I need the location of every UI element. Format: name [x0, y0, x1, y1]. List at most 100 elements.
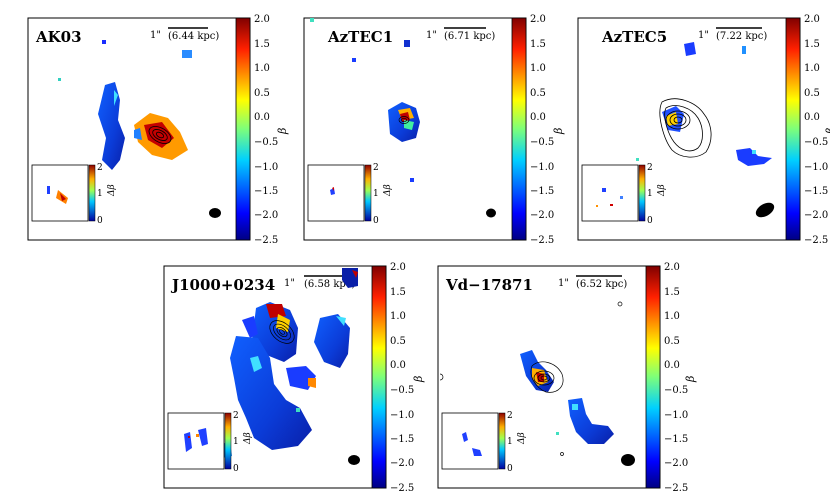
svg-text:2.0: 2.0 [804, 14, 820, 25]
svg-text:−1.0: −1.0 [254, 162, 278, 173]
colorbar [235, 17, 251, 241]
svg-text:−2.5: −2.5 [254, 235, 278, 246]
svg-text:0.0: 0.0 [804, 112, 820, 123]
svg-text:1: 1 [233, 437, 239, 447]
svg-text:−1.5: −1.5 [390, 434, 414, 445]
colorbar-ticks: 2.0 1.5 1.0 0.5 0.0 −0.5 −1.0 −1.5 −2.0 … [804, 14, 828, 246]
panel-ak03: AK03 1" (6.44 kpc) 2.0 1.5 1.0 0.5 [22, 10, 292, 250]
colorbar-label: β [824, 128, 830, 135]
svg-text:2: 2 [373, 163, 379, 173]
beam-ellipse [621, 454, 635, 466]
svg-text:−1.0: −1.0 [390, 410, 414, 421]
svg-text:−2.5: −2.5 [390, 483, 414, 494]
scale-label: 1" [150, 30, 161, 41]
panel-aztec5: AzTEC5 1" (7.22 kpc) 2.0 1.5 1.0 0.5 0 [572, 10, 830, 250]
inset: 2 1 0 Δβ [581, 163, 667, 226]
svg-text:1: 1 [97, 189, 103, 199]
svg-text:0.0: 0.0 [390, 360, 406, 371]
colorbar-ticks: 2.0 1.5 1.0 0.5 0.0 −0.5 −1.0 −1.5 −2.0 … [254, 14, 278, 246]
colorbar-label: β [684, 376, 697, 383]
svg-text:0: 0 [647, 216, 653, 226]
svg-text:0.0: 0.0 [664, 360, 680, 371]
svg-text:−1.5: −1.5 [530, 186, 554, 197]
contours [148, 126, 172, 144]
svg-text:2: 2 [97, 163, 103, 173]
svg-text:−1.5: −1.5 [804, 186, 828, 197]
svg-text:2.0: 2.0 [390, 262, 406, 273]
scale-kpc: (6.71 kpc) [444, 31, 495, 42]
svg-text:−1.5: −1.5 [254, 186, 278, 197]
svg-text:0.0: 0.0 [254, 112, 270, 123]
svg-text:−2.5: −2.5 [664, 483, 688, 494]
panel-j1000: J1000+0234 1" (6.58 kpc) [158, 258, 428, 498]
svg-text:0.0: 0.0 [530, 112, 546, 123]
svg-text:−2.5: −2.5 [530, 235, 554, 246]
contours [269, 320, 295, 344]
beta-map [220, 268, 358, 458]
beam-ellipse [209, 208, 221, 218]
svg-text:2.0: 2.0 [530, 14, 546, 25]
panel-title: AzTEC1 [327, 28, 393, 46]
colorbar-label: β [412, 376, 425, 383]
colorbar-label: β [276, 128, 289, 135]
colorbar-ticks: 2.0 1.5 1.0 0.5 0.0 −0.5 −1.0 −1.5 −2.0 … [664, 262, 688, 494]
svg-text:−2.0: −2.0 [530, 210, 554, 221]
colorbar [645, 265, 661, 489]
svg-text:−1.0: −1.0 [804, 162, 828, 173]
svg-text:Δβ: Δβ [657, 184, 667, 197]
panel-title: AK03 [35, 28, 82, 46]
svg-text:1: 1 [507, 437, 513, 447]
svg-text:−1.0: −1.0 [664, 410, 688, 421]
svg-text:2.0: 2.0 [664, 262, 680, 273]
svg-text:1.0: 1.0 [390, 311, 406, 322]
svg-text:−2.0: −2.0 [664, 458, 688, 469]
svg-text:1.5: 1.5 [254, 39, 270, 50]
colorbar [371, 265, 387, 489]
contours [398, 116, 410, 124]
beam-ellipse [755, 202, 775, 218]
inset: 2 1 0 Δβ [167, 411, 253, 474]
panel-title: AzTEC5 [601, 28, 667, 46]
panel-title: Vd−17871 [445, 276, 533, 294]
contours [659, 98, 712, 158]
svg-text:−2.0: −2.0 [254, 210, 278, 221]
svg-text:−1.0: −1.0 [530, 162, 554, 173]
svg-text:0.5: 0.5 [530, 88, 546, 99]
svg-text:−0.5: −0.5 [530, 137, 554, 148]
panel-vd17871: Vd−17871 1" (6.52 kpc) 2.0 1.5 1.0 [432, 258, 702, 498]
svg-text:1.0: 1.0 [530, 63, 546, 74]
svg-text:−0.5: −0.5 [390, 385, 414, 396]
inset: 2 1 0 Δβ [441, 411, 527, 474]
svg-text:2: 2 [647, 163, 653, 173]
svg-text:−2.0: −2.0 [390, 458, 414, 469]
svg-text:2: 2 [233, 411, 239, 421]
svg-text:0: 0 [507, 464, 513, 474]
svg-text:Δβ: Δβ [517, 432, 527, 445]
svg-text:0: 0 [233, 464, 239, 474]
svg-text:1.0: 1.0 [804, 63, 820, 74]
svg-text:−2.5: −2.5 [804, 235, 828, 246]
contours [439, 301, 623, 456]
svg-text:Δβ: Δβ [243, 432, 253, 445]
svg-text:−2.0: −2.0 [804, 210, 828, 221]
beam-ellipse [486, 208, 496, 218]
colorbar-ticks: 2.0 1.5 1.0 0.5 0.0 −0.5 −1.0 −1.5 −2.0 … [390, 262, 414, 494]
svg-text:1.5: 1.5 [530, 39, 546, 50]
scale-label: 1" [426, 30, 437, 41]
panel-title: J1000+0234 [170, 276, 275, 294]
scale-kpc: (6.44 kpc) [168, 31, 219, 42]
scale-kpc: (7.22 kpc) [716, 31, 767, 42]
inset: 2 1 0 Δβ [31, 163, 117, 226]
svg-text:1.5: 1.5 [804, 39, 820, 50]
scale-label: 1" [558, 278, 569, 289]
svg-text:1: 1 [373, 189, 379, 199]
svg-text:0.5: 0.5 [664, 336, 680, 347]
svg-text:1.5: 1.5 [664, 287, 680, 298]
svg-text:−0.5: −0.5 [664, 385, 688, 396]
svg-text:−0.5: −0.5 [804, 137, 828, 148]
colorbar [785, 17, 801, 241]
svg-text:0.5: 0.5 [804, 88, 820, 99]
inset: 2 1 0 Δβ [307, 163, 393, 226]
panel-aztec1: AzTEC1 1" (6.71 kpc) 2.0 1.5 1.0 0.5 0.0… [298, 10, 568, 250]
svg-text:−0.5: −0.5 [254, 137, 278, 148]
